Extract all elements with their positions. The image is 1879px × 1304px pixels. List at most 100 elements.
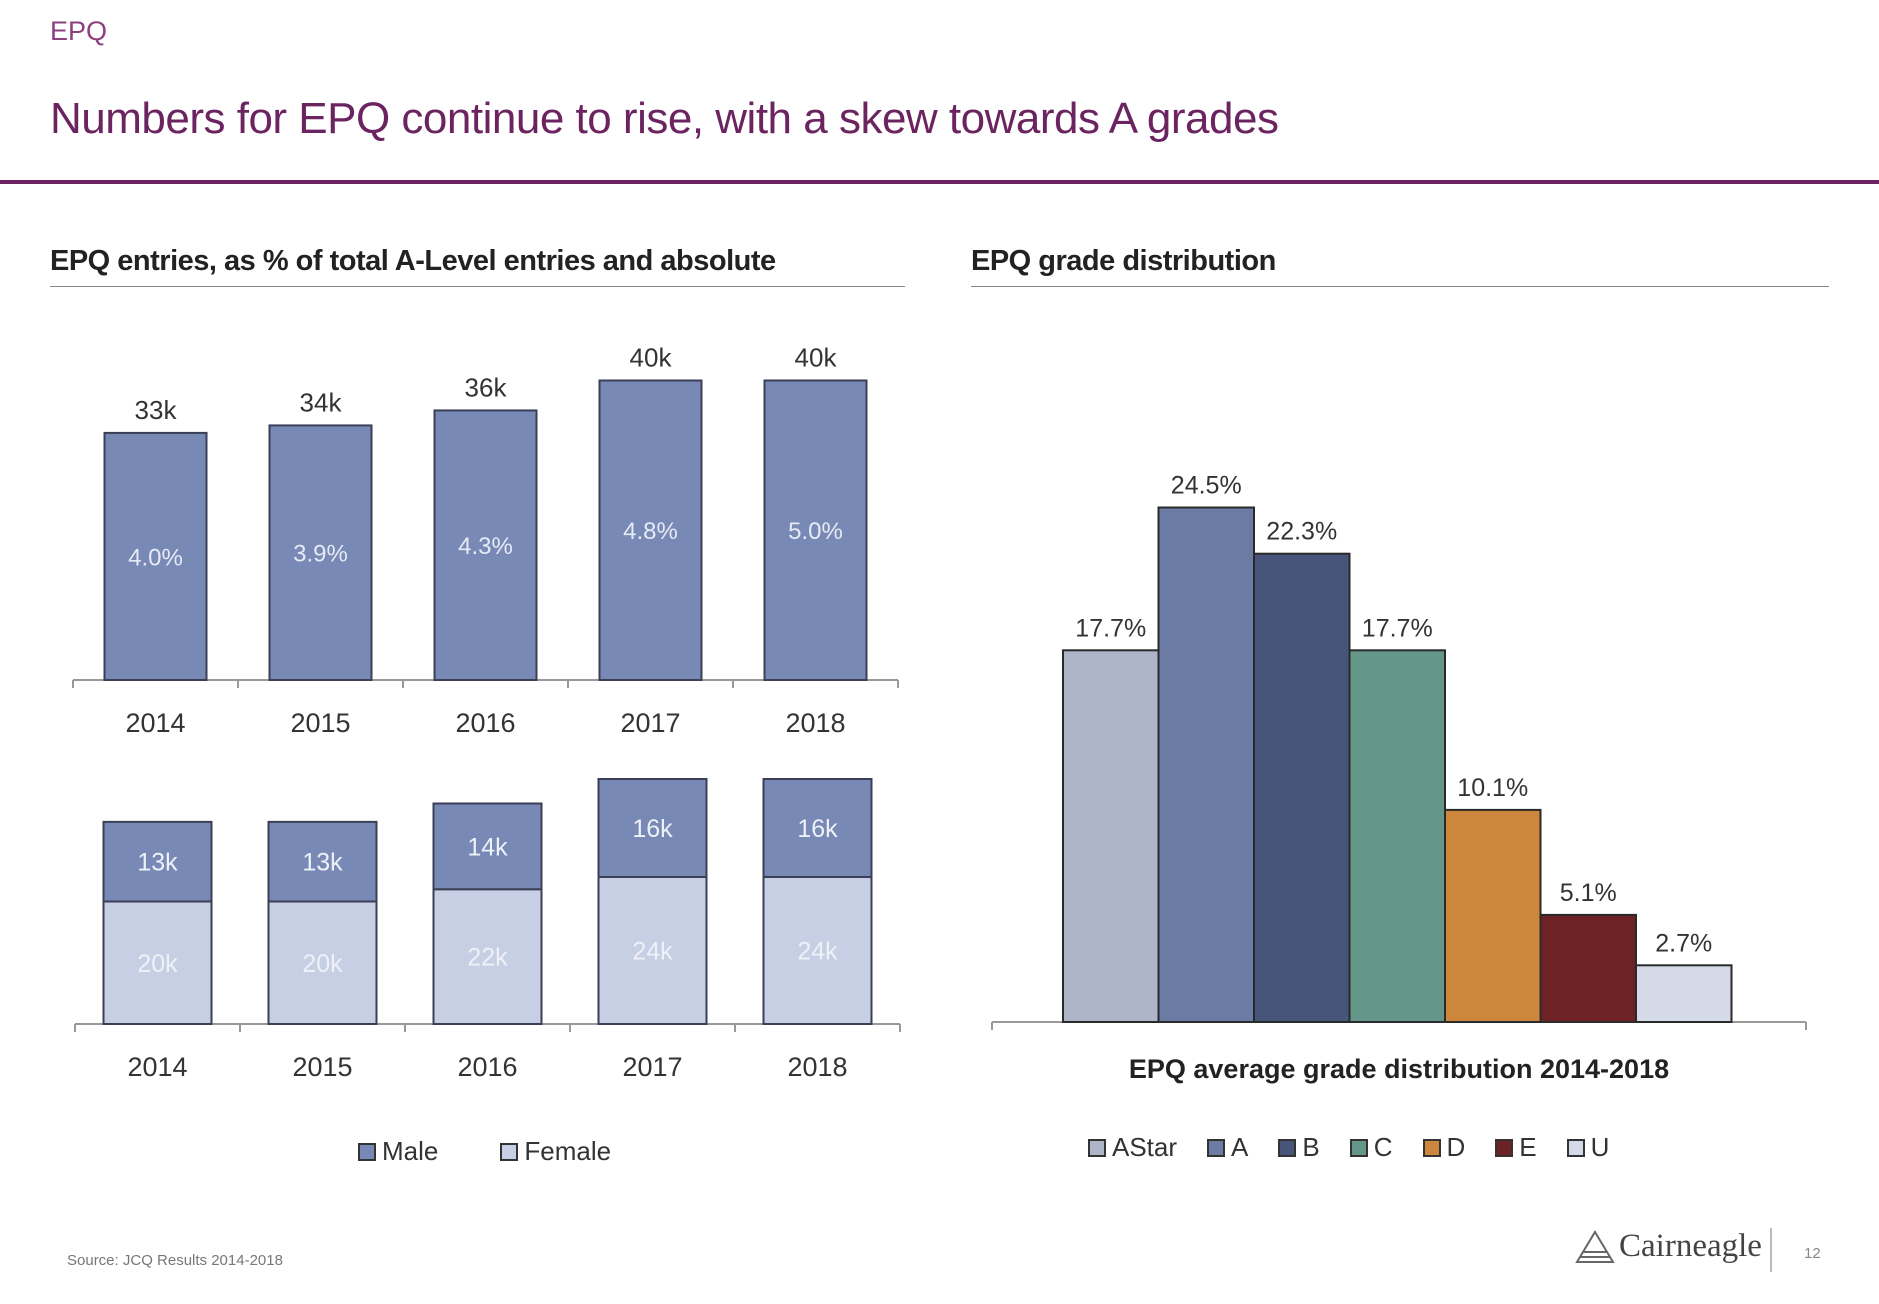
gender-bar-male — [102, 820, 213, 903]
gender-bar-label-male: 16k — [632, 815, 673, 843]
grade-legend: AStar A B C D E U — [1088, 1132, 1639, 1163]
left-panel-title: EPQ entries, as % of total A-Level entri… — [50, 245, 776, 277]
total-bar-value-label: 40k — [795, 342, 838, 372]
grade-legend-swatch — [1495, 1138, 1514, 1157]
gender-bar-female — [267, 900, 378, 1025]
total-x-tick-label: 2018 — [785, 708, 845, 738]
gender-bar-label-female: 24k — [632, 938, 673, 966]
total-bar-value-label: 34k — [300, 387, 343, 417]
source-note: Source: JCQ Results 2014-2018 — [67, 1252, 283, 1269]
total-x-tick-label: 2016 — [455, 708, 515, 738]
grade-bar — [1062, 649, 1160, 1023]
grade-legend-label: AStar — [1112, 1132, 1178, 1162]
total-x-tick-label: 2015 — [290, 708, 350, 738]
grade-bar-value-label: 17.7% — [1362, 614, 1433, 642]
gender-bar-male — [432, 802, 543, 891]
total-bar-value-label: 40k — [630, 342, 673, 372]
total-bar-share-label: 4.3% — [458, 533, 513, 560]
grade-bar — [1635, 964, 1733, 1023]
section-tag: EPQ — [50, 16, 108, 46]
total-bar — [763, 379, 868, 681]
gender-bar-label-male: 13k — [302, 849, 343, 877]
title-divider — [0, 180, 1879, 184]
grade-bar-value-label: 22.3% — [1266, 518, 1337, 546]
legend-label-male: Male — [382, 1136, 439, 1166]
grade-legend-label: U — [1590, 1132, 1610, 1162]
grade-legend-label: E — [1519, 1132, 1537, 1162]
gender-bar-female — [597, 876, 708, 1025]
gender-bar-male — [267, 820, 378, 903]
grade-bar — [1348, 649, 1446, 1023]
total-x-tick-label: 2014 — [125, 708, 185, 738]
grade-legend-swatch — [1088, 1138, 1106, 1157]
total-bar — [433, 409, 538, 681]
grade-legend-item: D — [1422, 1132, 1466, 1163]
grade-legend-item: U — [1566, 1132, 1610, 1163]
gender-bar-label-male: 13k — [137, 849, 178, 877]
grade-bar-value-label: 17.7% — [1075, 614, 1146, 642]
total-x-tick-label: 2017 — [620, 708, 680, 738]
grade-legend-item: C — [1349, 1132, 1393, 1163]
grade-bar — [1444, 808, 1542, 1024]
grade-bar-value-label: 10.1% — [1457, 774, 1528, 802]
cairneagle-logo: Cairneagle — [1575, 1228, 1762, 1265]
total-bar — [103, 431, 208, 681]
grade-legend-item: E — [1495, 1132, 1537, 1163]
gender-bar-label-male: 16k — [797, 815, 838, 843]
gender-bar-label-female: 20k — [137, 950, 178, 978]
total-bar-share-label: 3.9% — [293, 541, 348, 568]
total-bar — [268, 424, 373, 682]
grade-legend-swatch — [1207, 1138, 1226, 1157]
grade-legend-item: B — [1278, 1132, 1320, 1163]
page-title: Numbers for EPQ continue to rise, with a… — [50, 94, 1279, 143]
grade-legend-swatch — [1566, 1138, 1585, 1157]
total-bar-value-label: 36k — [465, 372, 508, 402]
male-swatch — [358, 1142, 376, 1161]
total-bar-value-label: 33k — [135, 395, 178, 425]
eagle-mountain-icon — [1575, 1229, 1615, 1263]
total-bar-share-label: 4.0% — [128, 544, 183, 571]
gender-bar-female — [432, 888, 543, 1025]
legend-item-male: Male — [358, 1136, 438, 1167]
grade-legend-label: A — [1231, 1132, 1249, 1162]
grade-legend-label: B — [1302, 1132, 1320, 1162]
gender-x-tick-label: 2017 — [622, 1052, 682, 1082]
grade-legend-label: C — [1373, 1132, 1393, 1162]
logo-separator — [1770, 1228, 1772, 1272]
gender-x-tick-label: 2018 — [787, 1052, 847, 1082]
gender-legend: Male Female — [358, 1136, 611, 1167]
grade-legend-swatch — [1278, 1138, 1297, 1157]
gender-bar-label-female: 22k — [467, 944, 508, 972]
grade-bar-value-label: 5.1% — [1560, 879, 1617, 907]
gender-bar-male — [597, 778, 708, 878]
grade-legend-swatch — [1422, 1138, 1441, 1157]
right-panel-rule — [971, 286, 1829, 287]
legend-label-female: Female — [524, 1136, 612, 1166]
legend-item-female: Female — [500, 1136, 611, 1167]
left-panel-rule — [50, 286, 905, 287]
gender-bar-female — [102, 900, 213, 1025]
total-bar-share-label: 4.8% — [623, 518, 678, 545]
grade-legend-label: D — [1446, 1132, 1466, 1162]
grade-legend-item: A — [1207, 1132, 1248, 1163]
grade-x-axis-title: EPQ average grade distribution 2014-2018 — [1129, 1054, 1669, 1084]
gender-x-tick-label: 2016 — [457, 1052, 517, 1082]
gender-bar-label-male: 14k — [467, 833, 508, 861]
page-number: 12 — [1804, 1245, 1821, 1262]
total-bar — [598, 379, 703, 681]
grade-bar — [1157, 506, 1255, 1023]
total-bar-share-label: 5.0% — [788, 518, 843, 545]
grade-bar-value-label: 24.5% — [1171, 472, 1242, 500]
gender-x-tick-label: 2015 — [292, 1052, 352, 1082]
female-swatch — [500, 1142, 519, 1161]
grade-bar-value-label: 2.7% — [1655, 929, 1712, 957]
gender-bar-male — [762, 778, 873, 878]
right-panel-title: EPQ grade distribution — [971, 245, 1276, 277]
gender-x-tick-label: 2014 — [127, 1052, 187, 1082]
gender-bar-female — [762, 876, 873, 1025]
gender-bar-label-female: 24k — [797, 938, 838, 966]
grade-bar — [1539, 913, 1637, 1024]
grade-legend-item: AStar — [1088, 1132, 1177, 1163]
grade-bar — [1253, 552, 1351, 1023]
